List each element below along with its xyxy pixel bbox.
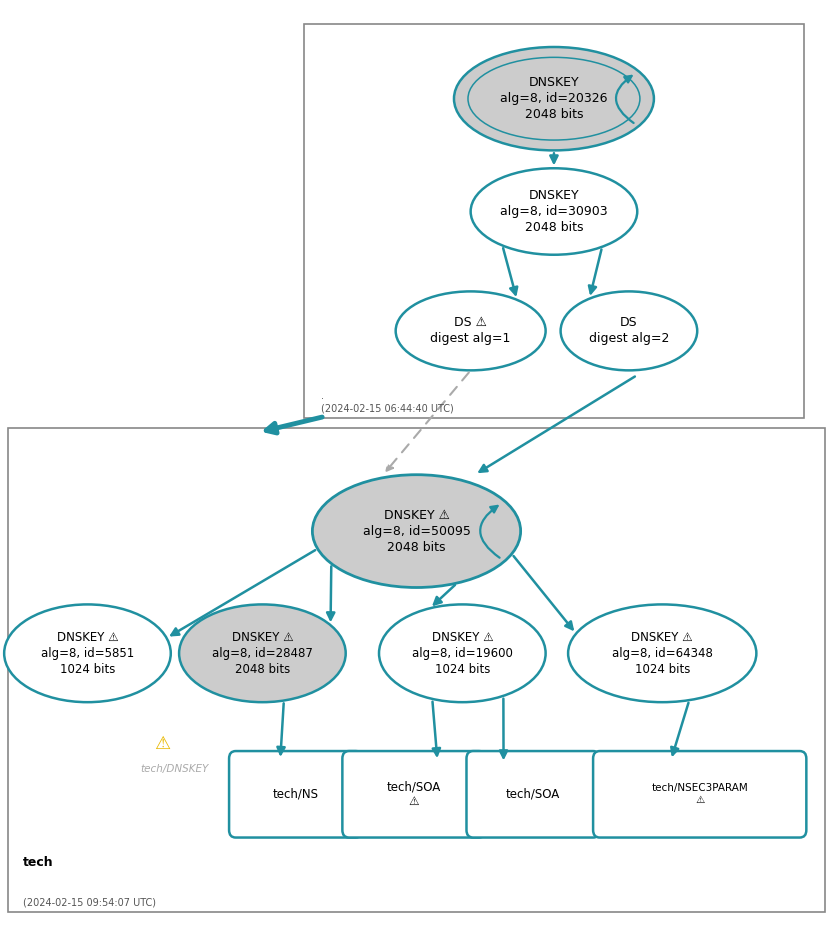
Text: DNSKEY ⚠
alg=8, id=50095
2048 bits: DNSKEY ⚠ alg=8, id=50095 2048 bits [362,509,471,554]
Text: (2024-02-15 06:44:40 UTC): (2024-02-15 06:44:40 UTC) [321,403,453,414]
FancyBboxPatch shape [342,751,486,838]
Text: tech/SOA: tech/SOA [506,788,561,801]
Ellipse shape [396,291,546,370]
Text: DS ⚠
digest alg=1: DS ⚠ digest alg=1 [431,317,511,345]
Text: tech/SOA
⚠: tech/SOA ⚠ [387,780,441,808]
Text: DNSKEY ⚠
alg=8, id=28487
2048 bits: DNSKEY ⚠ alg=8, id=28487 2048 bits [212,631,313,676]
Text: (2024-02-15 09:54:07 UTC): (2024-02-15 09:54:07 UTC) [23,897,157,907]
Text: DS
digest alg=2: DS digest alg=2 [589,317,669,345]
Text: DNSKEY
alg=8, id=20326
2048 bits: DNSKEY alg=8, id=20326 2048 bits [500,76,608,121]
Ellipse shape [179,604,346,702]
Ellipse shape [568,604,756,702]
Text: DNSKEY ⚠
alg=8, id=5851
1024 bits: DNSKEY ⚠ alg=8, id=5851 1024 bits [41,631,134,676]
Text: ⚠: ⚠ [154,735,171,754]
Text: tech/DNSKEY: tech/DNSKEY [141,764,209,774]
Ellipse shape [4,604,171,702]
Text: tech/NSEC3PARAM
⚠: tech/NSEC3PARAM ⚠ [651,784,748,805]
Text: .: . [321,391,324,401]
Ellipse shape [561,291,697,370]
FancyBboxPatch shape [466,751,600,838]
Text: DNSKEY ⚠
alg=8, id=19600
1024 bits: DNSKEY ⚠ alg=8, id=19600 1024 bits [412,631,513,676]
Text: tech: tech [23,856,54,870]
Ellipse shape [454,47,654,150]
Text: DNSKEY ⚠
alg=8, id=64348
1024 bits: DNSKEY ⚠ alg=8, id=64348 1024 bits [611,631,713,676]
FancyBboxPatch shape [593,751,806,838]
Text: DNSKEY
alg=8, id=30903
2048 bits: DNSKEY alg=8, id=30903 2048 bits [500,189,608,234]
FancyBboxPatch shape [8,428,825,912]
FancyBboxPatch shape [229,751,362,838]
FancyBboxPatch shape [304,24,804,418]
Text: tech/NS: tech/NS [272,788,319,801]
Ellipse shape [471,168,637,255]
Ellipse shape [312,475,521,588]
Ellipse shape [379,604,546,702]
